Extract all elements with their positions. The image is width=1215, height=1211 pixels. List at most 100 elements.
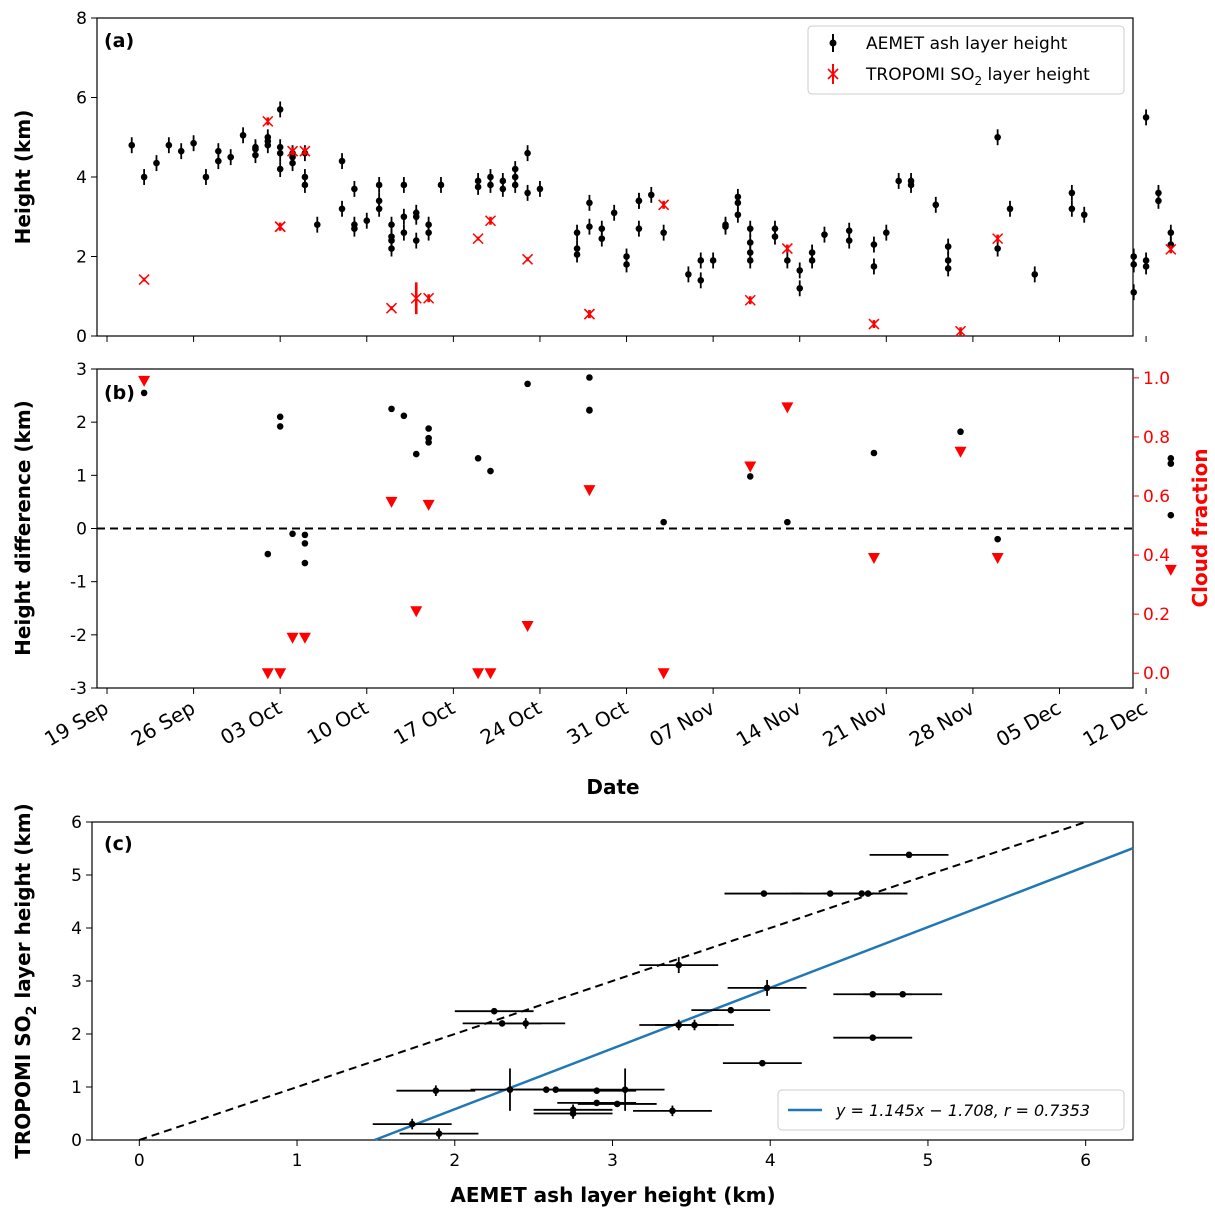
tropomi-point xyxy=(484,215,497,227)
date-tick-label: 21 Nov xyxy=(818,695,891,751)
aemet-marker xyxy=(1167,241,1175,248)
legend-tropomi-label: TROPOMI SO2 layer height xyxy=(865,65,1090,88)
tropomi-point xyxy=(1165,243,1177,255)
aemet-marker xyxy=(907,181,915,189)
comparison-point xyxy=(828,890,908,897)
comparison-marker xyxy=(691,1021,698,1029)
aemet-point xyxy=(177,143,185,160)
panel-c-ytick-label: 4 xyxy=(71,919,82,939)
aemet-point xyxy=(301,177,309,193)
height-difference-point xyxy=(301,559,309,567)
aemet-point xyxy=(883,224,890,241)
aemet-marker xyxy=(573,229,581,236)
aemet-marker xyxy=(536,185,544,193)
legend-aemet-marker xyxy=(829,34,837,52)
aemet-point xyxy=(845,232,853,249)
aemet-point xyxy=(623,256,630,273)
aemet-point xyxy=(932,196,940,213)
comparison-marker xyxy=(435,1130,443,1137)
aemet-marker xyxy=(388,221,395,228)
height-difference-point xyxy=(870,449,878,457)
aemet-point xyxy=(363,212,371,229)
aemet-marker xyxy=(363,217,371,225)
cloud-fraction-marker xyxy=(484,668,497,680)
panel-b-letter: (b) xyxy=(104,382,135,404)
panel-a: 0 2 4 6 8 (a) Height (km) AEMET ash layer he… xyxy=(11,9,1177,347)
tropomi-marker xyxy=(262,115,274,127)
aemet-marker xyxy=(264,141,272,149)
panel-b-y2label: Cloud fraction xyxy=(1188,448,1212,607)
comparison-marker xyxy=(760,890,768,897)
comparison-marker xyxy=(869,1034,877,1042)
aemet-point xyxy=(870,258,878,275)
aemet-point xyxy=(412,232,420,249)
aemet-marker xyxy=(734,211,742,219)
aemet-point xyxy=(821,226,828,243)
height-difference-point xyxy=(784,518,791,526)
aemet-point xyxy=(400,208,408,225)
panel-a-legend: AEMET ash layer height TROPOMI SO2 layer… xyxy=(807,25,1125,95)
panel-c-ytick-label: 3 xyxy=(71,972,82,992)
aemet-marker xyxy=(870,263,878,270)
aemet-marker xyxy=(276,106,284,113)
tropomi-marker xyxy=(583,308,595,320)
tropomi-point xyxy=(583,308,595,320)
comparison-point xyxy=(577,1100,657,1108)
aemet-marker xyxy=(647,191,655,199)
aemet-marker xyxy=(1068,205,1076,213)
aemet-marker xyxy=(573,251,581,258)
aemet-marker xyxy=(623,261,630,268)
aemet-point xyxy=(351,220,358,237)
comparison-marker xyxy=(490,1007,498,1015)
aemet-point xyxy=(586,194,593,211)
panel-c-ylabel: TROPOMI SO2 layer height (km) xyxy=(11,803,40,1158)
tropomi-point xyxy=(274,221,286,233)
aemet-point xyxy=(771,220,779,237)
panel-c-xtick-label: 3 xyxy=(607,1151,618,1171)
cloud-fraction-marker xyxy=(410,606,423,618)
tropomi-point xyxy=(992,233,1004,245)
aemet-marker xyxy=(932,201,940,209)
comparison-marker xyxy=(905,851,913,859)
comparison-marker xyxy=(675,961,683,969)
aemet-marker xyxy=(338,157,346,165)
aemet-marker xyxy=(635,225,643,232)
aemet-point xyxy=(487,169,494,185)
cloud-fraction-marker xyxy=(521,620,534,632)
date-tick-label: 07 Nov xyxy=(645,695,718,751)
aemet-marker xyxy=(511,165,519,173)
aemet-marker xyxy=(796,267,804,274)
aemet-marker xyxy=(722,223,729,230)
aemet-point xyxy=(375,200,383,217)
aemet-point xyxy=(1006,200,1014,217)
aemet-point xyxy=(586,218,593,235)
panel-c-ytick-label: 0 xyxy=(71,1131,82,1151)
panel-a-letter: (a) xyxy=(104,30,134,52)
aemet-point xyxy=(1142,109,1150,126)
aemet-point xyxy=(994,240,1001,257)
panel-a-ytick-label: 8 xyxy=(76,9,87,29)
aemet-marker xyxy=(227,153,234,161)
comparison-marker xyxy=(763,984,771,992)
comparison-marker xyxy=(408,1120,416,1128)
panel-c-legend: y = 1.145x − 1.708, r = 0.7353 xyxy=(777,1089,1125,1131)
aemet-marker xyxy=(499,185,507,193)
comparison-marker xyxy=(552,1086,560,1093)
aemet-marker xyxy=(994,133,1001,141)
height-difference-point xyxy=(400,412,408,420)
panel-b: -3 -2 -1 0 1 2 3 0.0 0.2 0.4 0.6 0.8 1.0 (b) Height… xyxy=(11,360,1212,799)
aemet-point xyxy=(400,177,408,193)
date-tick-label: 05 Dec xyxy=(992,696,1065,752)
aemet-point xyxy=(215,143,222,160)
one-to-one-line xyxy=(138,821,1087,1141)
legend-tropomi-marker xyxy=(827,64,839,84)
aemet-marker xyxy=(821,231,828,238)
aemet-point xyxy=(276,139,284,156)
comparison-marker xyxy=(759,1059,766,1067)
tropomi-marker xyxy=(522,253,534,265)
cloud-fraction-marker xyxy=(472,668,485,680)
height-difference-point xyxy=(276,413,284,421)
aemet-point xyxy=(573,246,581,263)
panel-b-ytick-label: 1 xyxy=(76,466,87,486)
